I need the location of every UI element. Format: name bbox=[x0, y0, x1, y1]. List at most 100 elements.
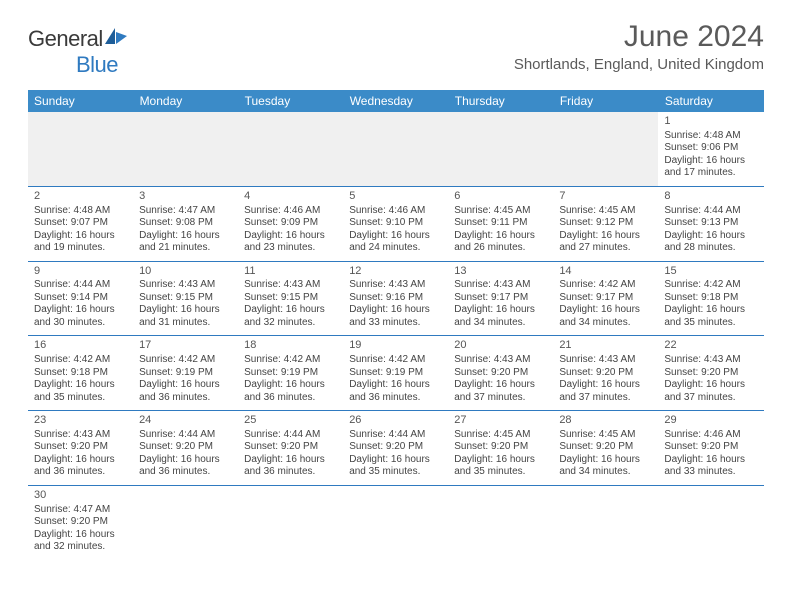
day-info-line: Sunset: 9:13 PM bbox=[664, 217, 757, 230]
day-info-line: Sunrise: 4:44 AM bbox=[244, 429, 337, 442]
day-info-line: Sunset: 9:20 PM bbox=[244, 441, 337, 454]
day-number: 23 bbox=[34, 414, 127, 428]
day-info-line: and 33 minutes. bbox=[349, 317, 442, 330]
day-cell: 5Sunrise: 4:46 AMSunset: 9:10 PMDaylight… bbox=[343, 186, 448, 261]
day-number: 12 bbox=[349, 265, 442, 279]
day-info-line: Daylight: 16 hours bbox=[559, 379, 652, 392]
day-cell: 26Sunrise: 4:44 AMSunset: 9:20 PMDayligh… bbox=[343, 411, 448, 486]
day-number: 14 bbox=[559, 265, 652, 279]
day-info-line: Sunrise: 4:45 AM bbox=[559, 205, 652, 218]
day-info-line: and 36 minutes. bbox=[139, 466, 232, 479]
day-number: 2 bbox=[34, 190, 127, 204]
day-info-line: and 17 minutes. bbox=[664, 167, 757, 180]
day-number: 21 bbox=[559, 339, 652, 353]
day-cell: 11Sunrise: 4:43 AMSunset: 9:15 PMDayligh… bbox=[238, 261, 343, 336]
day-cell: 6Sunrise: 4:45 AMSunset: 9:11 PMDaylight… bbox=[448, 186, 553, 261]
day-number: 8 bbox=[664, 190, 757, 204]
day-number: 5 bbox=[349, 190, 442, 204]
day-info-line: Sunset: 9:19 PM bbox=[244, 367, 337, 380]
day-cell: 3Sunrise: 4:47 AMSunset: 9:08 PMDaylight… bbox=[133, 186, 238, 261]
empty-cell bbox=[448, 112, 553, 186]
day-info-line: and 34 minutes. bbox=[559, 317, 652, 330]
day-info-line: Sunrise: 4:43 AM bbox=[559, 354, 652, 367]
day-info-line: Sunrise: 4:43 AM bbox=[454, 279, 547, 292]
day-info-line: Daylight: 16 hours bbox=[559, 454, 652, 467]
day-info-line: Sunrise: 4:44 AM bbox=[34, 279, 127, 292]
day-number: 19 bbox=[349, 339, 442, 353]
day-info-line: and 32 minutes. bbox=[244, 317, 337, 330]
day-info-line: Daylight: 16 hours bbox=[244, 304, 337, 317]
day-number: 16 bbox=[34, 339, 127, 353]
day-info-line: and 33 minutes. bbox=[664, 466, 757, 479]
day-cell: 20Sunrise: 4:43 AMSunset: 9:20 PMDayligh… bbox=[448, 336, 553, 411]
day-info-line: Sunset: 9:20 PM bbox=[34, 441, 127, 454]
day-info-line: Sunrise: 4:44 AM bbox=[664, 205, 757, 218]
empty-cell bbox=[133, 112, 238, 186]
weekday-header: Saturday bbox=[658, 90, 763, 112]
day-info-line: Sunrise: 4:46 AM bbox=[349, 205, 442, 218]
day-number: 11 bbox=[244, 265, 337, 279]
day-cell: 17Sunrise: 4:42 AMSunset: 9:19 PMDayligh… bbox=[133, 336, 238, 411]
day-cell: 23Sunrise: 4:43 AMSunset: 9:20 PMDayligh… bbox=[28, 411, 133, 486]
calendar-row: 1Sunrise: 4:48 AMSunset: 9:06 PMDaylight… bbox=[28, 112, 764, 186]
day-number: 24 bbox=[139, 414, 232, 428]
weekday-header-row: SundayMondayTuesdayWednesdayThursdayFrid… bbox=[28, 90, 764, 112]
day-info-line: and 26 minutes. bbox=[454, 242, 547, 255]
location: Shortlands, England, United Kingdom bbox=[514, 56, 764, 73]
day-info-line: and 35 minutes. bbox=[664, 317, 757, 330]
calendar-row: 16Sunrise: 4:42 AMSunset: 9:18 PMDayligh… bbox=[28, 336, 764, 411]
day-cell: 18Sunrise: 4:42 AMSunset: 9:19 PMDayligh… bbox=[238, 336, 343, 411]
day-info-line: Sunrise: 4:43 AM bbox=[139, 279, 232, 292]
day-info-line: and 28 minutes. bbox=[664, 242, 757, 255]
day-cell: 9Sunrise: 4:44 AMSunset: 9:14 PMDaylight… bbox=[28, 261, 133, 336]
day-cell: 27Sunrise: 4:45 AMSunset: 9:20 PMDayligh… bbox=[448, 411, 553, 486]
day-info-line: and 30 minutes. bbox=[34, 317, 127, 330]
day-cell: 21Sunrise: 4:43 AMSunset: 9:20 PMDayligh… bbox=[553, 336, 658, 411]
day-info-line: Daylight: 16 hours bbox=[349, 379, 442, 392]
day-cell: 30Sunrise: 4:47 AMSunset: 9:20 PMDayligh… bbox=[28, 485, 133, 559]
day-info-line: Sunset: 9:10 PM bbox=[349, 217, 442, 230]
day-info-line: Sunrise: 4:43 AM bbox=[454, 354, 547, 367]
empty-cell bbox=[28, 112, 133, 186]
day-info-line: and 36 minutes. bbox=[349, 392, 442, 405]
empty-cell bbox=[553, 112, 658, 186]
day-info-line: and 36 minutes. bbox=[34, 466, 127, 479]
calendar-row: 2Sunrise: 4:48 AMSunset: 9:07 PMDaylight… bbox=[28, 186, 764, 261]
day-cell: 4Sunrise: 4:46 AMSunset: 9:09 PMDaylight… bbox=[238, 186, 343, 261]
day-cell: 29Sunrise: 4:46 AMSunset: 9:20 PMDayligh… bbox=[658, 411, 763, 486]
day-info-line: Daylight: 16 hours bbox=[139, 230, 232, 243]
logo: General Blue bbox=[28, 26, 127, 78]
month-title: June 2024 bbox=[514, 20, 764, 54]
day-info-line: Sunrise: 4:47 AM bbox=[34, 504, 127, 517]
day-info-line: Sunset: 9:19 PM bbox=[139, 367, 232, 380]
day-info-line: Sunrise: 4:43 AM bbox=[244, 279, 337, 292]
empty-cell bbox=[343, 485, 448, 559]
day-cell: 24Sunrise: 4:44 AMSunset: 9:20 PMDayligh… bbox=[133, 411, 238, 486]
weekday-header: Monday bbox=[133, 90, 238, 112]
day-number: 20 bbox=[454, 339, 547, 353]
sail-icon bbox=[105, 26, 127, 52]
day-info-line: Sunrise: 4:46 AM bbox=[664, 429, 757, 442]
day-cell: 10Sunrise: 4:43 AMSunset: 9:15 PMDayligh… bbox=[133, 261, 238, 336]
day-number: 15 bbox=[664, 265, 757, 279]
day-info-line: Daylight: 16 hours bbox=[34, 230, 127, 243]
day-info-line: Sunrise: 4:42 AM bbox=[34, 354, 127, 367]
empty-cell bbox=[448, 485, 553, 559]
day-cell: 14Sunrise: 4:42 AMSunset: 9:17 PMDayligh… bbox=[553, 261, 658, 336]
day-number: 27 bbox=[454, 414, 547, 428]
day-info-line: and 36 minutes. bbox=[244, 466, 337, 479]
day-info-line: Sunset: 9:07 PM bbox=[34, 217, 127, 230]
day-cell: 1Sunrise: 4:48 AMSunset: 9:06 PMDaylight… bbox=[658, 112, 763, 186]
day-number: 10 bbox=[139, 265, 232, 279]
day-cell: 15Sunrise: 4:42 AMSunset: 9:18 PMDayligh… bbox=[658, 261, 763, 336]
calendar-row: 23Sunrise: 4:43 AMSunset: 9:20 PMDayligh… bbox=[28, 411, 764, 486]
day-info-line: and 34 minutes. bbox=[454, 317, 547, 330]
day-info-line: and 21 minutes. bbox=[139, 242, 232, 255]
logo-word-2: Blue bbox=[76, 52, 118, 77]
day-info-line: Sunrise: 4:46 AM bbox=[244, 205, 337, 218]
day-info-line: Daylight: 16 hours bbox=[664, 230, 757, 243]
day-info-line: Sunset: 9:16 PM bbox=[349, 292, 442, 305]
header: General Blue June 2024 Shortlands, Engla… bbox=[28, 20, 764, 78]
day-number: 28 bbox=[559, 414, 652, 428]
title-block: June 2024 Shortlands, England, United Ki… bbox=[514, 20, 764, 73]
